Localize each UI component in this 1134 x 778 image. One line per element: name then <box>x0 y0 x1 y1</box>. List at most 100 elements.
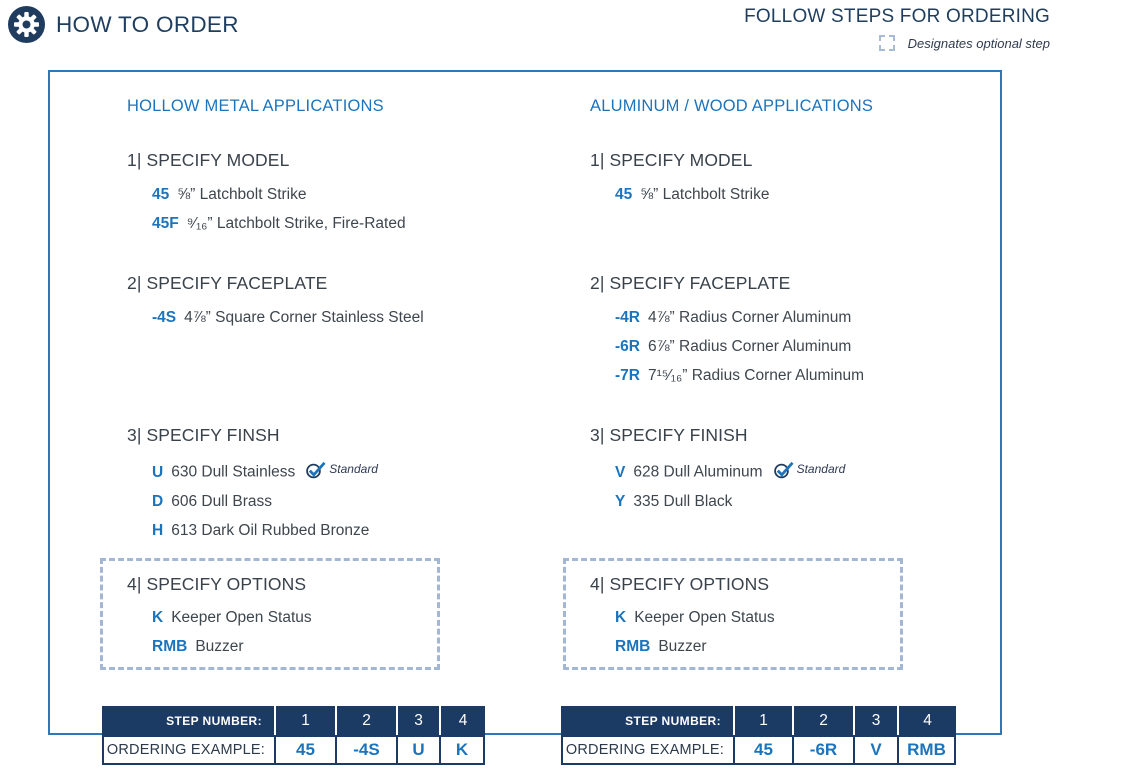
section-heading: 4| SPECIFY OPTIONS <box>590 574 770 594</box>
section-heading: 1| SPECIFY MODEL <box>590 150 753 170</box>
ordering-example-cell: V <box>855 735 899 765</box>
item-desc: 335 Dull Black <box>633 492 733 510</box>
section-specify-model-left: 1| SPECIFY MODEL 45 ⅝” Latchbolt Strike 4… <box>100 150 563 273</box>
order-item: -4R 4⅞” Radius Corner Aluminum <box>590 303 1000 332</box>
item-desc: 4⅞” Square Corner Stainless Steel <box>184 309 424 326</box>
section-specify-finish-right: 3| SPECIFY FINISH V 628 Dull Aluminum Stan… <box>563 425 1000 558</box>
page-title: HOW TO ORDER <box>56 11 239 37</box>
column-title-aluminum-wood: ALUMINUM / WOOD APPLICATIONS <box>590 97 874 115</box>
ordering-example-cell: U <box>398 735 441 765</box>
order-item: -6R 6⅞” Radius Corner Aluminum <box>590 332 1000 361</box>
section-specify-model-right: 1| SPECIFY MODEL 45 ⅝” Latchbolt Strike <box>563 150 1000 273</box>
ordering-example-table-right: STEP NUMBER: 1 2 3 4 ORDERING EXAMPLE: 4… <box>561 706 1000 765</box>
item-code: D <box>152 492 164 510</box>
ordering-example-table-left: STEP NUMBER: 1 2 3 4 ORDERING EXAMPLE: 4… <box>102 706 563 765</box>
order-item: 45F ⁹⁄₁₆” Latchbolt Strike, Fire-Rated <box>127 209 563 238</box>
item-code: U <box>152 463 164 481</box>
standard-label: Standard <box>329 462 378 476</box>
item-desc: 628 Dull Aluminum <box>633 463 763 481</box>
optional-section-wrap: 4| SPECIFY OPTIONS K Keeper Open Status R… <box>100 558 563 706</box>
item-desc: ⅝” Latchbolt Strike <box>640 186 770 203</box>
standard-label: Standard <box>796 462 846 476</box>
section-specify-options-right: 4| SPECIFY OPTIONS K Keeper Open Status R… <box>563 558 903 670</box>
item-desc: 630 Dull Stainless <box>171 463 296 481</box>
ordering-example-cell: 45 <box>276 735 337 765</box>
item-code: K <box>615 609 627 626</box>
step-number-cell: 3 <box>855 706 899 735</box>
section-specify-faceplate-left: 2| SPECIFY FACEPLATE -4S 4⅞” Square Corne… <box>100 273 563 425</box>
item-code: 45F <box>152 215 179 232</box>
order-item: D 606 Dull Brass <box>127 487 563 516</box>
optional-step-note: Designates optional step <box>907 35 1050 51</box>
item-code: -6R <box>615 338 640 355</box>
step-number-label: STEP NUMBER: <box>561 706 735 735</box>
follow-steps-block: FOLLOW STEPS FOR ORDERING Designates opt… <box>744 6 1050 51</box>
ordering-example-cell: -4S <box>337 735 398 765</box>
optional-step-icon <box>878 35 895 51</box>
step-number-label: STEP NUMBER: <box>102 706 276 735</box>
item-code: RMB <box>615 638 651 655</box>
item-desc: 7¹⁵⁄₁₆” Radius Corner Aluminum <box>647 367 865 384</box>
gear-icon <box>8 6 45 43</box>
standard-badge: Standard <box>773 455 846 484</box>
item-desc: 613 Dark Oil Rubbed Bronze <box>171 521 370 539</box>
order-item: 45 ⅝” Latchbolt Strike <box>590 180 1000 209</box>
order-item: H 613 Dark Oil Rubbed Bronze <box>127 516 563 545</box>
item-desc: 6⅞” Radius Corner Aluminum <box>647 338 852 355</box>
optional-step-legend: Designates optional step <box>744 35 1050 51</box>
step-number-cell: 4 <box>899 706 956 735</box>
item-desc: Buzzer <box>658 638 707 655</box>
order-item: K Keeper Open Status <box>590 603 900 632</box>
content-box: HOLLOW METAL APPLICATIONS ALUMINUM / WOO… <box>48 70 1002 765</box>
step-number-cell: 2 <box>337 706 398 735</box>
ordering-example-cell: K <box>441 735 485 765</box>
order-item: RMB Buzzer <box>127 632 437 661</box>
item-code: -4S <box>152 309 177 326</box>
step-number-cell: 4 <box>441 706 485 735</box>
section-heading: 1| SPECIFY MODEL <box>127 150 290 170</box>
step-number-cell: 2 <box>794 706 855 735</box>
ordering-example-cell: -6R <box>794 735 855 765</box>
step-number-cell: 3 <box>398 706 441 735</box>
section-specify-options-left: 4| SPECIFY OPTIONS K Keeper Open Status R… <box>100 558 440 670</box>
ordering-example-label: ORDERING EXAMPLE: <box>102 735 276 765</box>
optional-section-wrap: 4| SPECIFY OPTIONS K Keeper Open Status R… <box>563 558 1000 706</box>
section-specify-finish-left: 3| SPECIFY FINSH U 630 Dull Stainless Stan… <box>100 425 563 558</box>
item-desc: 606 Dull Brass <box>171 492 272 510</box>
item-code: Y <box>615 492 626 510</box>
page-header: HOW TO ORDER <box>8 6 239 43</box>
ordering-example-cell: 45 <box>735 735 794 765</box>
section-heading: 3| SPECIFY FINSH <box>127 425 280 445</box>
check-circle-icon <box>773 461 794 478</box>
column-title-hollow-metal: HOLLOW METAL APPLICATIONS <box>127 97 384 115</box>
section-heading: 4| SPECIFY OPTIONS <box>127 574 307 594</box>
order-item: U 630 Dull Stainless Standard <box>127 455 563 487</box>
item-code: 45 <box>615 186 633 203</box>
item-desc: Keeper Open Status <box>634 609 775 626</box>
item-code: V <box>615 463 626 481</box>
item-code: 45 <box>152 186 170 203</box>
ordering-example-label: ORDERING EXAMPLE: <box>561 735 735 765</box>
step-number-cell: 1 <box>735 706 794 735</box>
item-desc: Keeper Open Status <box>171 609 312 626</box>
item-desc: ⁹⁄₁₆” Latchbolt Strike, Fire-Rated <box>186 215 406 232</box>
item-code: -7R <box>615 367 640 384</box>
section-heading: 2| SPECIFY FACEPLATE <box>590 273 791 293</box>
check-circle-icon <box>306 461 326 478</box>
section-heading: 3| SPECIFY FINISH <box>590 425 748 445</box>
item-code: K <box>152 609 164 626</box>
item-desc: 4⅞” Radius Corner Aluminum <box>647 309 852 326</box>
order-item: K Keeper Open Status <box>127 603 437 632</box>
item-code: H <box>152 521 164 539</box>
item-desc: ⅝” Latchbolt Strike <box>177 186 307 203</box>
order-item: RMB Buzzer <box>590 632 900 661</box>
item-desc: Buzzer <box>195 638 244 655</box>
section-specify-faceplate-right: 2| SPECIFY FACEPLATE -4R 4⅞” Radius Corne… <box>563 273 1000 425</box>
order-item: Y 335 Dull Black <box>590 487 1000 516</box>
item-code: -4R <box>615 309 640 326</box>
section-heading: 2| SPECIFY FACEPLATE <box>127 273 328 293</box>
order-item: -4S 4⅞” Square Corner Stainless Steel <box>127 303 563 332</box>
order-item: V 628 Dull Aluminum Standard <box>590 455 1000 487</box>
follow-steps-title: FOLLOW STEPS FOR ORDERING <box>744 6 1050 27</box>
